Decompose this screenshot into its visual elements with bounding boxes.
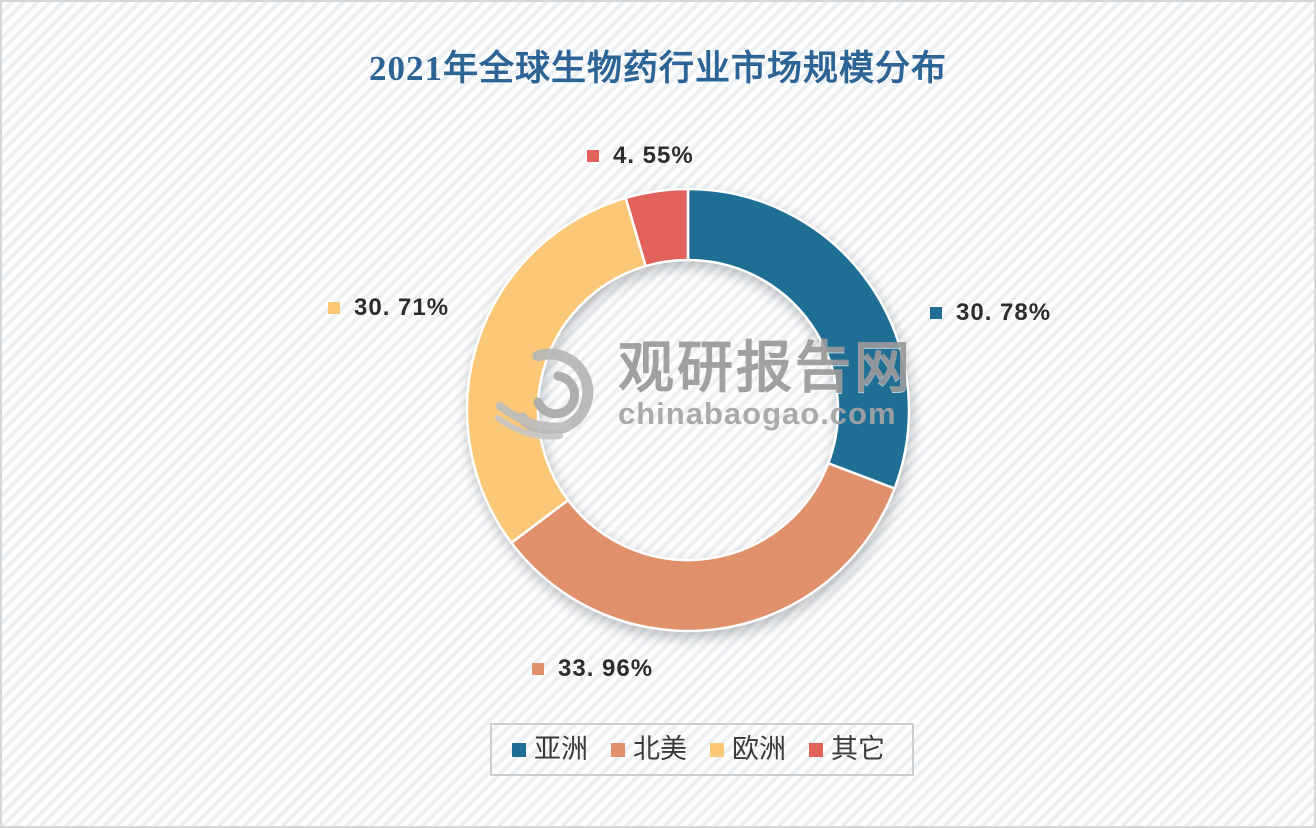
legend: 亚洲 北美 欧洲 其它 [490,723,914,776]
legend-swatch-other [809,742,823,757]
north-america-marker-swatch [532,663,544,675]
europe-marker-swatch [328,302,340,314]
data-label-europe: 30. 71% [328,294,449,322]
legend-item-other: 其它 [809,736,885,763]
watermark-title: 观研报告网 [618,336,913,399]
chart-title: 2021年全球生物药行业市场规模分布 [368,49,947,88]
data-label-asia-value: 30. 78% [956,299,1052,326]
legend-swatch-europe [710,742,724,757]
legend-item-europe: 欧洲 [710,736,786,763]
legend-item-north-america: 北美 [611,736,687,763]
legend-label-asia: 亚洲 [534,734,588,764]
donut-chart [465,187,911,633]
donut-segment-0 [686,187,911,490]
asia-marker-swatch [930,307,942,319]
watermark-logo-icon [495,348,594,440]
legend-swatch-north-america [611,742,625,757]
data-label-europe-value: 30. 71% [354,294,450,321]
legend-label-europe: 欧洲 [732,734,786,764]
data-label-other: 4. 55% [587,142,694,170]
data-label-north-america: 33. 96% [532,655,653,683]
watermark-text: 观研报告网 chinabaogao.com [618,336,913,431]
legend-label-north-america: 北美 [633,734,687,764]
legend-swatch-asia [512,742,526,757]
donut-segment-3 [624,187,690,268]
donut-segment-1 [510,462,896,633]
legend-label-other: 其它 [831,734,885,764]
watermark: 观研报告网 chinabaogao.com [494,340,913,448]
legend-item-asia: 亚洲 [512,736,588,763]
data-label-asia: 30. 78% [930,299,1051,327]
data-label-other-value: 4. 55% [613,142,694,169]
other-marker-swatch [587,150,599,162]
watermark-domain: chinabaogao.com [618,396,897,431]
data-label-north-america-value: 33. 96% [558,655,654,682]
